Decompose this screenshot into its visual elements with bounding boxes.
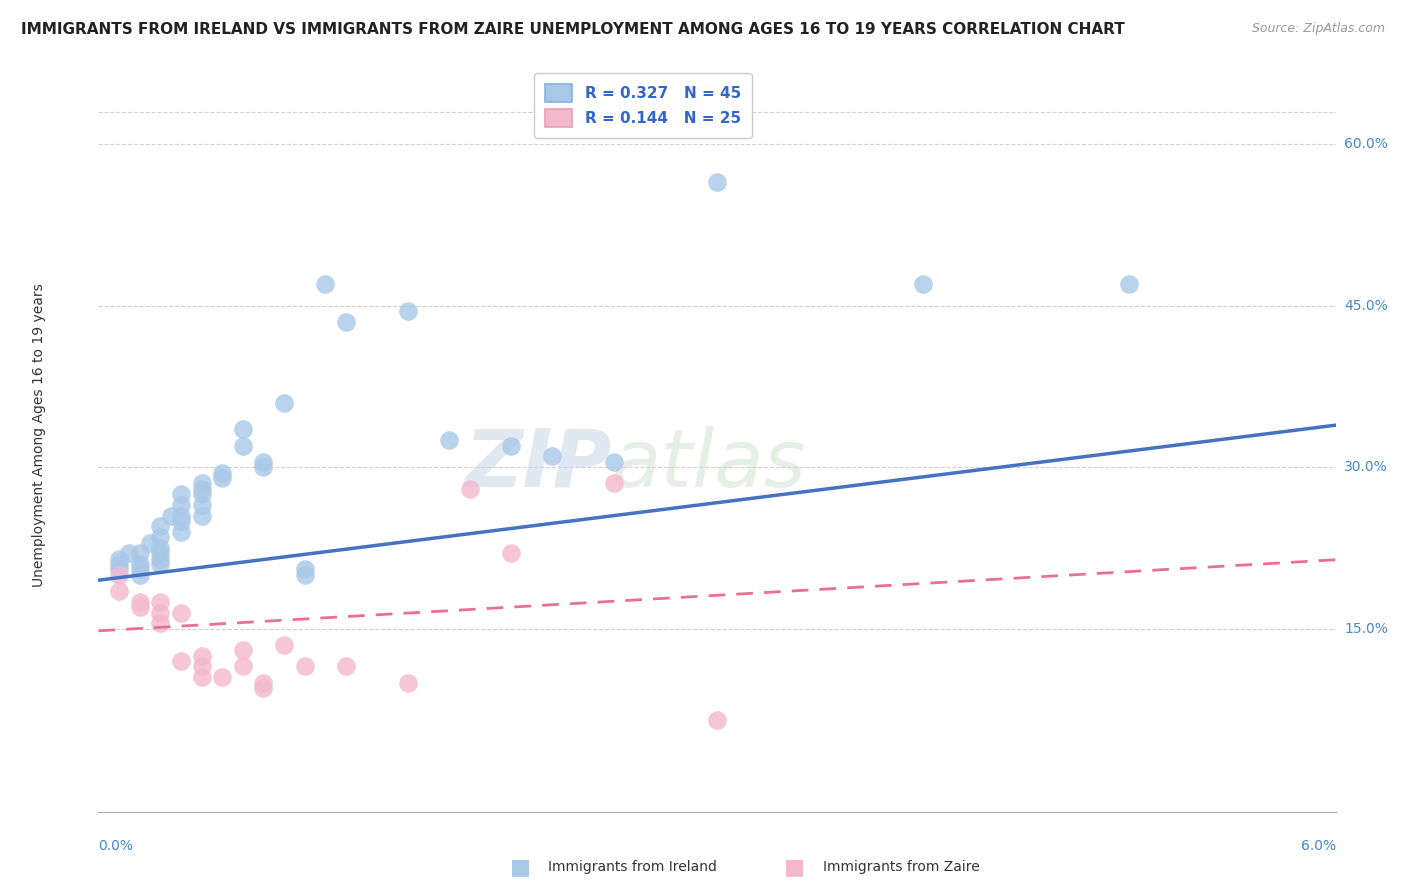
Text: 6.0%: 6.0%: [1301, 839, 1336, 854]
Point: [149, 530, 172, 544]
Text: IMMIGRANTS FROM IRELAND VS IMMIGRANTS FROM ZAIRE UNEMPLOYMENT AMONG AGES 16 TO 1: IMMIGRANTS FROM IRELAND VS IMMIGRANTS FR…: [21, 22, 1125, 37]
Point: [190, 659, 212, 673]
Point: [190, 508, 212, 523]
Point: [108, 562, 131, 576]
Text: ZIP: ZIP: [464, 426, 612, 504]
Point: [108, 551, 131, 566]
Point: [252, 675, 274, 690]
Point: [396, 304, 419, 318]
Text: Immigrants from Ireland: Immigrants from Ireland: [548, 860, 717, 874]
Point: [149, 606, 172, 620]
Point: [128, 595, 150, 609]
Point: [149, 595, 172, 609]
Point: [149, 616, 172, 631]
Point: [190, 482, 212, 496]
Point: [603, 455, 626, 469]
Point: [458, 482, 481, 496]
Point: [232, 422, 254, 436]
Point: [273, 638, 295, 652]
Point: [211, 471, 233, 485]
Point: [294, 567, 316, 582]
Point: [294, 659, 316, 673]
Point: [190, 670, 212, 684]
Point: [108, 584, 131, 599]
Point: [149, 541, 172, 555]
Point: [437, 434, 460, 448]
Point: [149, 551, 172, 566]
Point: [170, 514, 193, 528]
Point: [912, 277, 935, 292]
Point: [499, 439, 522, 453]
Point: [252, 460, 274, 475]
Point: [541, 450, 564, 464]
Text: 0.0%: 0.0%: [98, 839, 134, 854]
Text: Source: ZipAtlas.com: Source: ZipAtlas.com: [1251, 22, 1385, 36]
Text: ■: ■: [785, 857, 804, 877]
Point: [108, 557, 131, 571]
Point: [190, 487, 212, 501]
Text: Immigrants from Zaire: Immigrants from Zaire: [823, 860, 979, 874]
Point: [108, 567, 131, 582]
Point: [159, 508, 181, 523]
Point: [232, 439, 254, 453]
Point: [706, 713, 728, 727]
Point: [149, 519, 172, 533]
Text: 15.0%: 15.0%: [1344, 622, 1388, 636]
Text: ■: ■: [510, 857, 530, 877]
Point: [170, 654, 193, 668]
Point: [190, 498, 212, 512]
Point: [252, 455, 274, 469]
Point: [335, 315, 357, 329]
Point: [128, 567, 150, 582]
Point: [294, 562, 316, 576]
Point: [139, 535, 162, 549]
Point: [128, 562, 150, 576]
Point: [170, 606, 193, 620]
Point: [170, 508, 193, 523]
Point: [232, 643, 254, 657]
Point: [190, 476, 212, 491]
Text: atlas: atlas: [612, 426, 807, 504]
Point: [335, 659, 357, 673]
Point: [128, 546, 150, 560]
Text: 30.0%: 30.0%: [1344, 460, 1388, 475]
Point: [396, 675, 419, 690]
Point: [149, 546, 172, 560]
Point: [170, 498, 193, 512]
Point: [603, 476, 626, 491]
Point: [190, 648, 212, 663]
Text: Unemployment Among Ages 16 to 19 years: Unemployment Among Ages 16 to 19 years: [32, 283, 46, 587]
Point: [149, 557, 172, 571]
Point: [128, 557, 150, 571]
Point: [118, 546, 141, 560]
Text: 60.0%: 60.0%: [1344, 137, 1388, 151]
Point: [706, 175, 728, 189]
Point: [273, 395, 295, 409]
Point: [232, 659, 254, 673]
Point: [211, 466, 233, 480]
Point: [211, 670, 233, 684]
Text: 45.0%: 45.0%: [1344, 299, 1388, 312]
Point: [499, 546, 522, 560]
Legend: R = 0.327   N = 45, R = 0.144   N = 25: R = 0.327 N = 45, R = 0.144 N = 25: [534, 73, 751, 138]
Point: [128, 600, 150, 615]
Point: [170, 487, 193, 501]
Point: [314, 277, 336, 292]
Point: [1118, 277, 1140, 292]
Point: [170, 524, 193, 539]
Point: [252, 681, 274, 695]
